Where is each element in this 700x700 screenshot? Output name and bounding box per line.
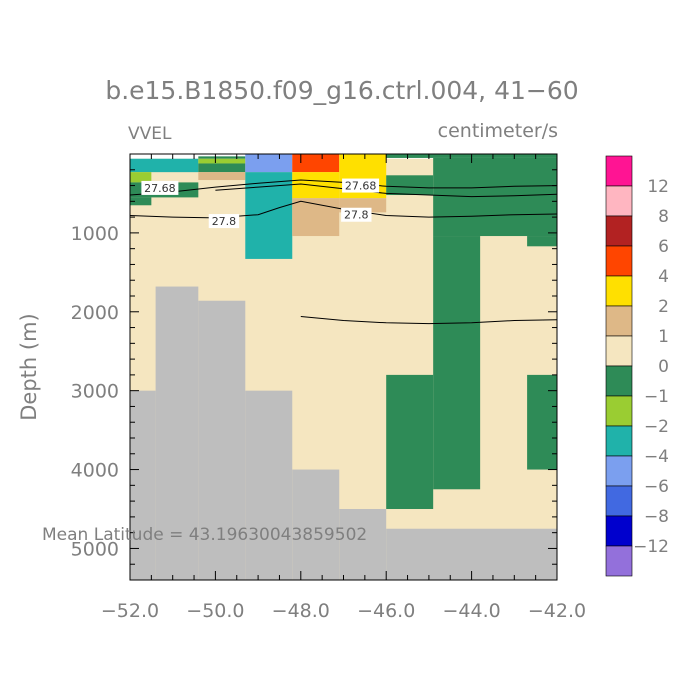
contour-line [129, 200, 558, 219]
field-cell [130, 172, 152, 183]
colorbar-label: 8 [658, 207, 669, 227]
land-cell [198, 300, 246, 580]
field-cell [198, 158, 246, 164]
field-cell [292, 154, 340, 173]
field-cell [198, 172, 246, 181]
colorbar-label: −8 [644, 507, 669, 527]
contour-label-box [341, 207, 372, 222]
colorbar-label: −4 [644, 447, 669, 467]
field-cell [198, 156, 246, 159]
contour-label: 27.8 [212, 215, 237, 228]
field-cell [433, 236, 481, 490]
y-tick-label: 5000 [71, 538, 119, 560]
colorbar-swatch [605, 305, 633, 337]
colorbar-label: −12 [633, 537, 669, 557]
colorbar: 12 8 6 4 2 1 0 −1 −2 −4 −6 −8 −12 [605, 155, 669, 577]
contour-label-box [208, 214, 240, 229]
x-tick-label: −42.0 [528, 600, 586, 622]
x-axis: −52.0 −50.0 −48.0 −46.0 −44.0 −42.0 [101, 154, 586, 622]
colorbar-swatch [605, 365, 633, 397]
x-tick-label: −50.0 [186, 600, 244, 622]
field-cell [198, 163, 246, 173]
colorbar-swatch [605, 185, 633, 217]
units-label: centimeter/s [438, 120, 558, 142]
field-cell [386, 374, 434, 509]
mean-latitude-annotation: Mean Latitude = 43.19630043859502 [42, 525, 367, 545]
colorbar-swatch [605, 455, 633, 487]
colorbar-label: −2 [644, 417, 669, 437]
colorbar-swatch [605, 245, 633, 277]
y-axis-label: Depth (m) [17, 313, 41, 420]
field-cell [386, 175, 434, 196]
contour-label-box [342, 178, 380, 193]
land-cell [245, 390, 293, 580]
colorbar-swatch [605, 335, 633, 367]
y-tick-label: 2000 [71, 302, 119, 324]
y-tick-label: 4000 [71, 460, 119, 482]
colorbar-swatch [605, 215, 633, 247]
y-tick-label: 3000 [71, 381, 119, 403]
colorbar-label: 2 [658, 297, 669, 317]
x-tick-label: −52.0 [101, 600, 159, 622]
colorbar-label: 1 [658, 327, 669, 347]
contour-label-box [141, 180, 179, 195]
contour-label: 27.68 [144, 182, 176, 195]
field-cell [245, 154, 293, 173]
contour-line [300, 316, 558, 325]
colorbar-swatch [605, 155, 633, 187]
contour-labels: 27.68 27.68 27.8 27.8 [141, 178, 380, 229]
colorbar-label: 0 [658, 357, 669, 377]
field-cell [130, 158, 199, 173]
colorbar-swatch [605, 275, 633, 307]
x-tick-label: −44.0 [442, 600, 500, 622]
x-tick-label: −46.0 [357, 600, 415, 622]
land-cell [155, 286, 199, 580]
contour-label: 27.68 [345, 180, 377, 193]
chart-title: b.e15.B1850.f09_g16.ctrl.004, 41−60 [105, 76, 578, 105]
land-mask [130, 286, 557, 580]
land-cell [292, 469, 340, 580]
colorbar-swatch [605, 545, 633, 577]
field-cell [433, 157, 557, 237]
land-cell [339, 509, 387, 580]
x-tick-label: −48.0 [272, 600, 330, 622]
contour-line [215, 183, 558, 198]
field-cell [130, 197, 152, 206]
plot-area: 27.68 27.68 27.8 27.8 [129, 153, 558, 581]
colorbar-label: 12 [647, 177, 669, 197]
variable-label: VVEL [128, 124, 172, 144]
colorbar-label: 4 [658, 267, 669, 287]
y-tick-label: 1000 [71, 223, 119, 245]
colorbar-label: −1 [644, 387, 669, 407]
contour-label: 27.8 [344, 209, 369, 222]
colorbar-label: 6 [658, 237, 669, 257]
colorbar-swatch [605, 425, 633, 457]
field-cell [527, 236, 557, 247]
colorbar-label: −6 [644, 477, 669, 497]
colorbar-swatch [605, 395, 633, 427]
y-axis: 1000 2000 3000 4000 5000 [71, 169, 557, 565]
colorbar-swatch [605, 515, 633, 547]
colorbar-swatch [605, 485, 633, 517]
